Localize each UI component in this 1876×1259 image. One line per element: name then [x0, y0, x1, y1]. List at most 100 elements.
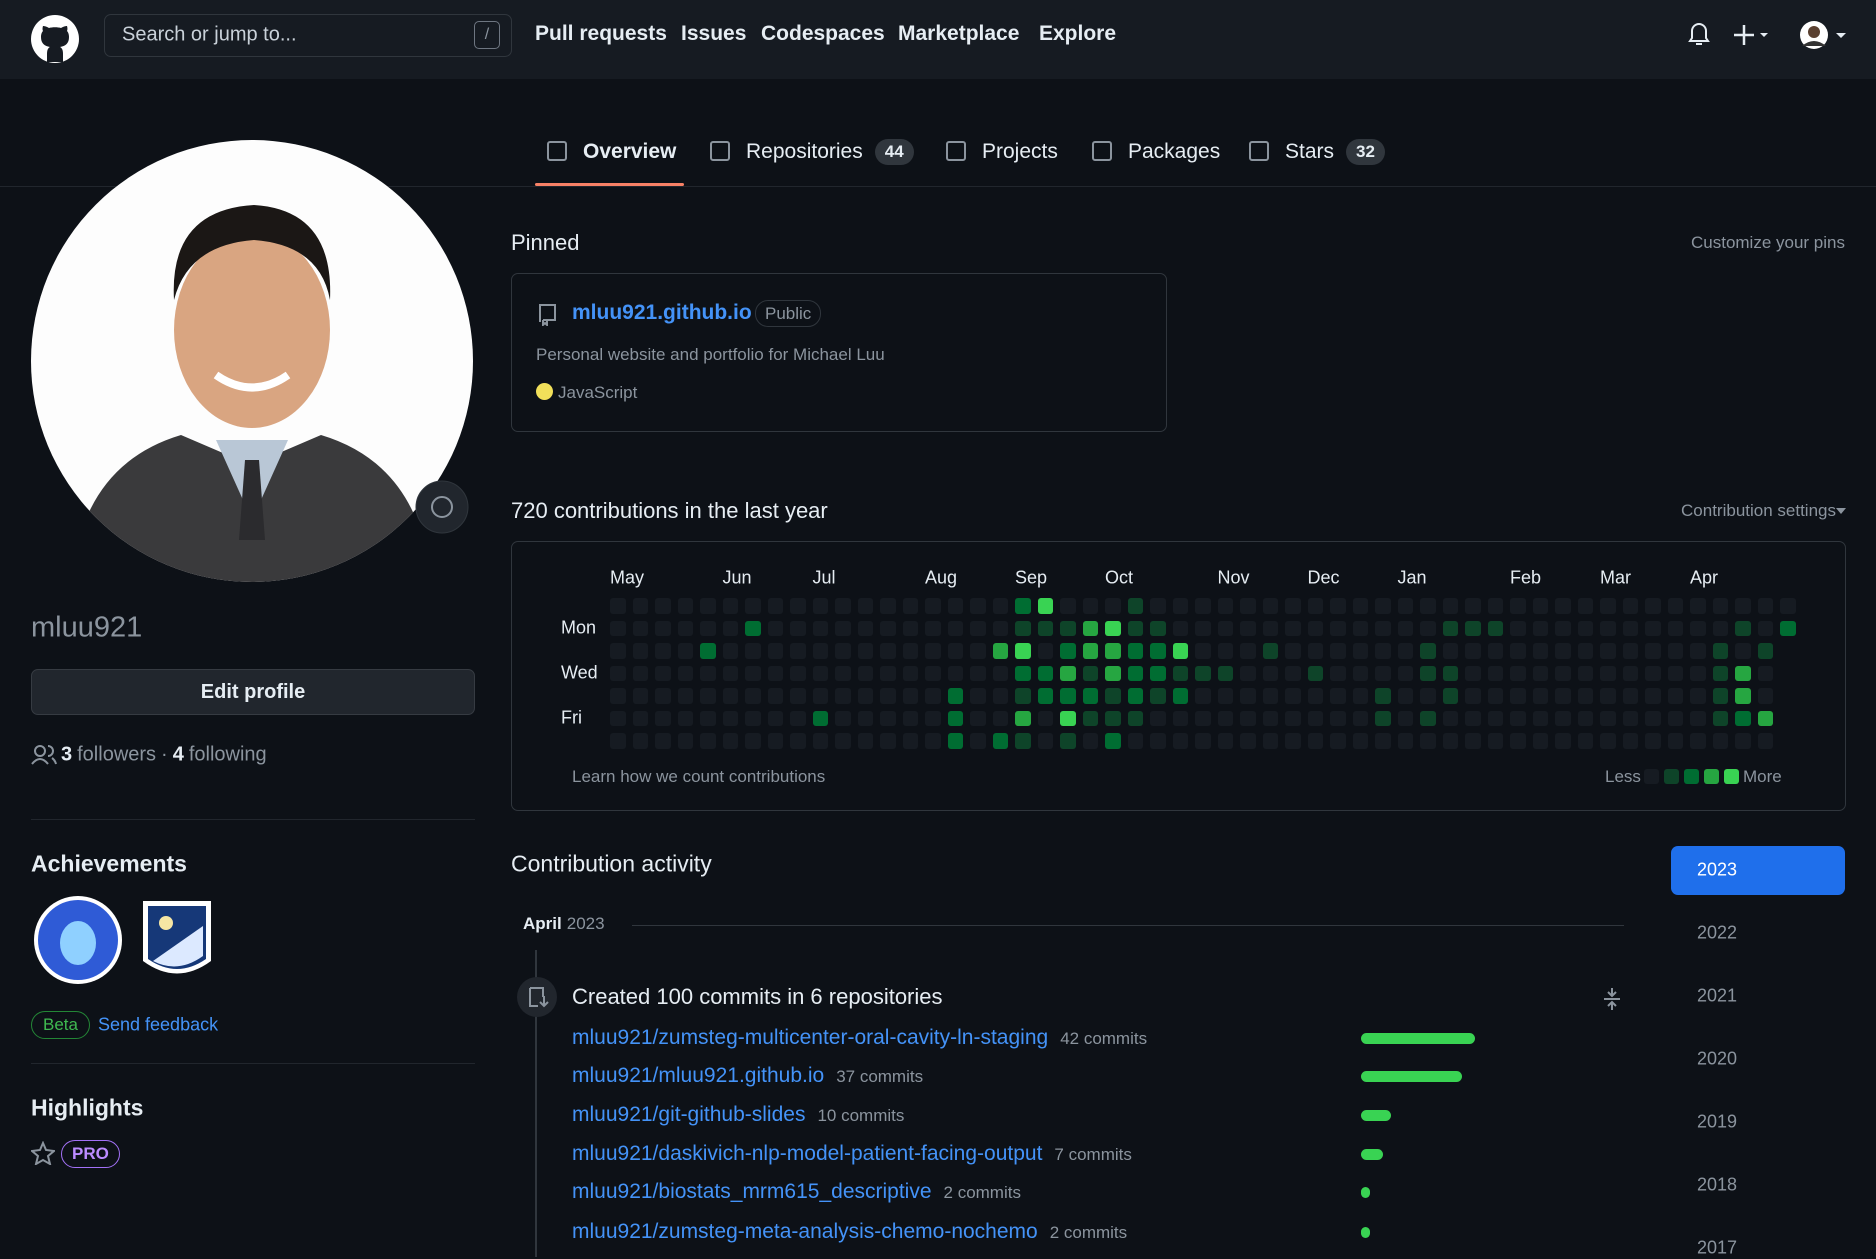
- contribution-cell[interactable]: [677, 710, 693, 726]
- contribution-cell[interactable]: [722, 665, 738, 681]
- tab[interactable]: Packages: [1128, 140, 1220, 164]
- contribution-cell[interactable]: [1735, 643, 1751, 659]
- contribution-cell[interactable]: [835, 710, 851, 726]
- contribution-cell[interactable]: [677, 643, 693, 659]
- contribution-cell[interactable]: [1667, 733, 1683, 749]
- contribution-cell[interactable]: [992, 665, 1008, 681]
- contribution-cell[interactable]: [677, 620, 693, 636]
- contribution-cell[interactable]: [1690, 643, 1706, 659]
- contribution-cell[interactable]: [970, 620, 986, 636]
- contribution-cell[interactable]: [767, 688, 783, 704]
- contribution-cell[interactable]: [1600, 665, 1616, 681]
- contribution-cell[interactable]: [610, 688, 626, 704]
- contribution-cell[interactable]: [1082, 688, 1098, 704]
- contribution-cell[interactable]: [1217, 733, 1233, 749]
- contribution-cell[interactable]: [1465, 710, 1481, 726]
- contribution-cell[interactable]: [767, 643, 783, 659]
- contribution-cell[interactable]: [925, 710, 941, 726]
- contribution-cell[interactable]: [1600, 598, 1616, 614]
- contribution-cell[interactable]: [1015, 733, 1031, 749]
- contribution-cell[interactable]: [857, 733, 873, 749]
- contribution-cell[interactable]: [1037, 620, 1053, 636]
- contribution-cell[interactable]: [1330, 598, 1346, 614]
- contribution-cell[interactable]: [1735, 710, 1751, 726]
- contribution-cell[interactable]: [722, 620, 738, 636]
- contribution-cell[interactable]: [1555, 665, 1571, 681]
- contribution-cell[interactable]: [1060, 733, 1076, 749]
- contribution-cell[interactable]: [1015, 620, 1031, 636]
- contribution-cell[interactable]: [1127, 620, 1143, 636]
- contribution-cell[interactable]: [1735, 620, 1751, 636]
- contribution-cell[interactable]: [1240, 688, 1256, 704]
- contribution-cell[interactable]: [1577, 710, 1593, 726]
- contribution-cell[interactable]: [1465, 598, 1481, 614]
- contribution-cell[interactable]: [1555, 620, 1571, 636]
- contribution-cell[interactable]: [722, 643, 738, 659]
- contribution-cell[interactable]: [655, 643, 671, 659]
- contribution-cell[interactable]: [632, 733, 648, 749]
- contribution-cell[interactable]: [1060, 710, 1076, 726]
- contribution-cell[interactable]: [1330, 733, 1346, 749]
- tab[interactable]: Overview: [583, 140, 676, 164]
- contribution-cell[interactable]: [902, 710, 918, 726]
- repo-link[interactable]: mluu921/biostats_mrm615_descriptive: [572, 1180, 932, 1203]
- repo-link[interactable]: mluu921/mluu921.github.io: [572, 1064, 825, 1087]
- contribution-cell[interactable]: [1397, 710, 1413, 726]
- contribution-cell[interactable]: [1712, 643, 1728, 659]
- contribution-cell[interactable]: [1487, 620, 1503, 636]
- contribution-cell[interactable]: [1262, 643, 1278, 659]
- contribution-cell[interactable]: [1465, 665, 1481, 681]
- contribution-cell[interactable]: [1105, 665, 1121, 681]
- contribution-cell[interactable]: [767, 598, 783, 614]
- contribution-cell[interactable]: [1712, 665, 1728, 681]
- contribution-cell[interactable]: [1420, 710, 1436, 726]
- contribution-cell[interactable]: [1532, 598, 1548, 614]
- feedback-link[interactable]: Send feedback: [98, 1014, 219, 1035]
- contribution-cell[interactable]: [1442, 710, 1458, 726]
- contribution-cell[interactable]: [1645, 710, 1661, 726]
- contribution-cell[interactable]: [1015, 598, 1031, 614]
- contribution-cell[interactable]: [722, 733, 738, 749]
- contribution-cell[interactable]: [1690, 710, 1706, 726]
- contribution-cell[interactable]: [925, 665, 941, 681]
- contribution-cell[interactable]: [655, 598, 671, 614]
- contribution-cell[interactable]: [700, 598, 716, 614]
- contribution-cell[interactable]: [1510, 688, 1526, 704]
- contribution-cell[interactable]: [880, 665, 896, 681]
- contribution-cell[interactable]: [1712, 598, 1728, 614]
- contribution-cell[interactable]: [835, 598, 851, 614]
- repo-link[interactable]: mluu921/daskivich-nlp-model-patient-faci…: [572, 1142, 1043, 1165]
- contribution-cell[interactable]: [1105, 598, 1121, 614]
- contribution-cell[interactable]: [1195, 733, 1211, 749]
- contribution-cell[interactable]: [700, 733, 716, 749]
- contribution-cell[interactable]: [1240, 665, 1256, 681]
- contribution-cell[interactable]: [1442, 620, 1458, 636]
- contribution-cell[interactable]: [1420, 665, 1436, 681]
- contribution-cell[interactable]: [1555, 643, 1571, 659]
- contribution-cell[interactable]: [1060, 620, 1076, 636]
- contribution-cell[interactable]: [992, 710, 1008, 726]
- contribution-cell[interactable]: [790, 688, 806, 704]
- contribution-cell[interactable]: [632, 598, 648, 614]
- contribution-cell[interactable]: [1217, 620, 1233, 636]
- contribution-cell[interactable]: [947, 688, 963, 704]
- contribution-cell[interactable]: [1465, 643, 1481, 659]
- contribution-cell[interactable]: [835, 733, 851, 749]
- contribution-cell[interactable]: [1555, 688, 1571, 704]
- contribution-cell[interactable]: [1352, 688, 1368, 704]
- contribution-cell[interactable]: [812, 710, 828, 726]
- nav-link[interactable]: Explore: [1039, 22, 1117, 45]
- contribution-cell[interactable]: [1645, 733, 1661, 749]
- contribution-cell[interactable]: [1015, 665, 1031, 681]
- contribution-cell[interactable]: [1262, 733, 1278, 749]
- contribution-cell[interactable]: [1780, 620, 1796, 636]
- tab-label[interactable]: Projects: [982, 140, 1058, 163]
- contribution-cell[interactable]: [1240, 643, 1256, 659]
- contribution-cell[interactable]: [1465, 688, 1481, 704]
- contribution-cell[interactable]: [1105, 733, 1121, 749]
- contribution-cell[interactable]: [835, 665, 851, 681]
- contribution-cell[interactable]: [1510, 710, 1526, 726]
- contribution-cell[interactable]: [1240, 620, 1256, 636]
- contribution-cell[interactable]: [1622, 710, 1638, 726]
- contribution-cell[interactable]: [1442, 598, 1458, 614]
